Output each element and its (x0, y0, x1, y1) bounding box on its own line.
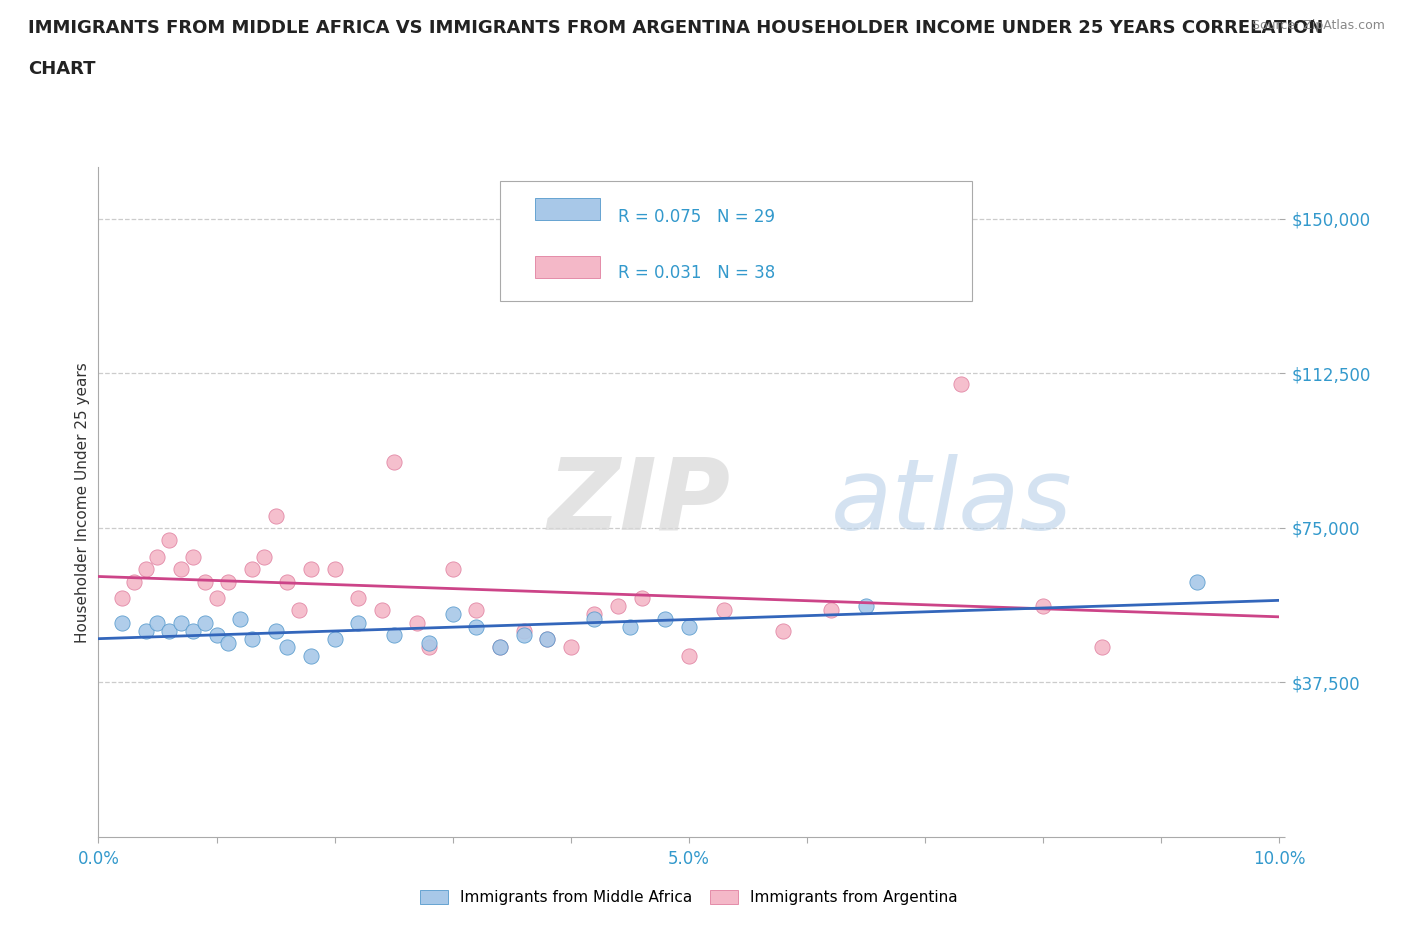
Point (630, 591, 652, 605)
Point (253, 550, 276, 565)
Point (406, 616, 429, 631)
Point (194, 574, 217, 589)
Point (583, 607, 606, 622)
Point (441, 607, 464, 622)
Point (855, 599, 877, 614)
Text: R = 0.075   N = 29: R = 0.075 N = 29 (619, 207, 775, 226)
Point (205, 628, 228, 643)
Legend: Immigrants from Middle Africa, Immigrants from Argentina: Immigrants from Middle Africa, Immigrant… (412, 883, 966, 913)
Point (299, 562, 322, 577)
Point (441, 562, 464, 577)
Point (288, 603, 311, 618)
Point (347, 591, 370, 605)
Point (157, 533, 180, 548)
Point (217, 636, 239, 651)
Point (465, 603, 488, 618)
Point (536, 631, 558, 646)
Point (205, 591, 228, 605)
Point (135, 623, 157, 638)
Point (489, 640, 512, 655)
Point (240, 631, 263, 646)
Point (146, 616, 169, 631)
Point (619, 619, 641, 634)
Point (217, 574, 239, 589)
Point (170, 616, 193, 631)
FancyBboxPatch shape (536, 198, 600, 219)
Point (1032, 599, 1054, 614)
Point (170, 562, 193, 577)
Point (465, 619, 488, 634)
Text: IMMIGRANTS FROM MIDDLE AFRICA VS IMMIGRANTS FROM ARGENTINA HOUSEHOLDER INCOME UN: IMMIGRANTS FROM MIDDLE AFRICA VS IMMIGRA… (28, 19, 1323, 36)
Point (418, 640, 440, 655)
Point (229, 611, 252, 626)
Text: Source: ZipAtlas.com: Source: ZipAtlas.com (1251, 19, 1385, 32)
Point (111, 591, 134, 605)
Point (607, 599, 630, 614)
Point (654, 611, 676, 626)
Point (560, 640, 582, 655)
Point (181, 550, 204, 565)
Point (678, 648, 700, 663)
Point (347, 616, 370, 631)
Point (135, 562, 157, 577)
Point (1091, 640, 1114, 655)
Point (536, 631, 558, 646)
Point (382, 628, 405, 643)
Point (678, 619, 700, 634)
Point (820, 603, 842, 618)
Point (713, 603, 735, 618)
Text: atlas: atlas (831, 454, 1073, 551)
Point (111, 616, 134, 631)
Point (512, 623, 534, 638)
Point (181, 623, 204, 638)
Point (418, 636, 440, 651)
FancyBboxPatch shape (536, 257, 600, 278)
Point (146, 550, 169, 565)
Text: CHART: CHART (28, 60, 96, 78)
Point (512, 628, 534, 643)
Text: ZIP: ZIP (547, 454, 730, 551)
Point (323, 631, 346, 646)
Point (157, 623, 180, 638)
Point (276, 574, 298, 589)
Text: R = 0.031   N = 38: R = 0.031 N = 38 (619, 264, 775, 283)
Point (122, 574, 145, 589)
Point (323, 562, 346, 577)
Point (772, 623, 794, 638)
Point (382, 455, 405, 470)
Point (1185, 574, 1208, 589)
Point (583, 611, 606, 626)
Point (264, 508, 287, 523)
Point (299, 648, 322, 663)
Point (489, 640, 512, 655)
Point (264, 623, 287, 638)
Point (949, 377, 972, 392)
Point (194, 616, 217, 631)
Point (276, 640, 298, 655)
FancyBboxPatch shape (501, 180, 973, 301)
Y-axis label: Householder Income Under 25 years: Householder Income Under 25 years (75, 362, 90, 643)
Point (371, 603, 394, 618)
Point (240, 562, 263, 577)
